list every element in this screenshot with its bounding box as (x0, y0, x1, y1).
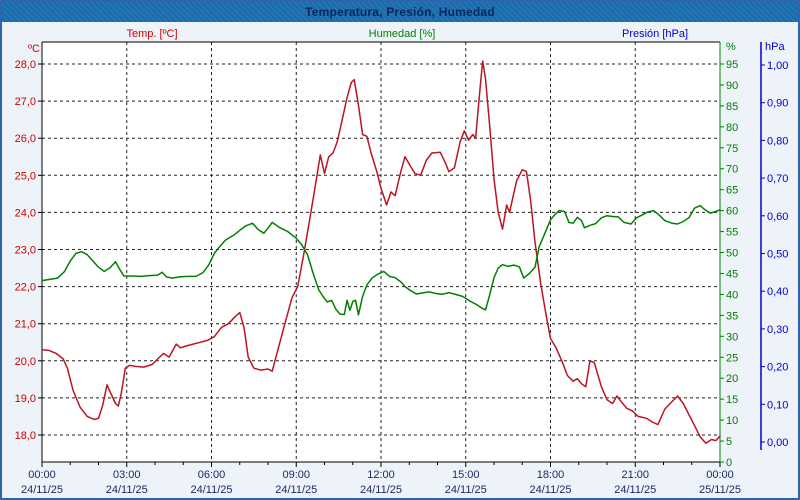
legend-humidity: Humedad [%] (368, 28, 436, 40)
humidity-tick-label: 85 (726, 101, 738, 113)
x-axis-time-label: 21:00 (621, 469, 649, 481)
x-axis-time-label: 00:00 (706, 469, 734, 481)
temp-tick-label: 23,0 (15, 245, 36, 257)
x-axis-time-label: 00:00 (28, 469, 56, 481)
series-temp (41, 60, 721, 444)
x-axis-date-label: 25/11/25 (699, 484, 741, 496)
pressure-tick-label: 1,00 (767, 60, 788, 72)
humidity-tick-label: 65 (726, 185, 738, 197)
humidity-tick-label: 55 (726, 227, 738, 239)
temp-tick-label: 19,0 (15, 393, 36, 405)
humidity-tick-label: 35 (726, 310, 738, 322)
humidity-tick-label: 40 (726, 289, 738, 301)
humidity-tick-label: 60 (726, 206, 738, 218)
chart-title: Temperatura, Presión, Humedad (305, 5, 495, 19)
pressure-tick-label: 0,60 (767, 211, 788, 223)
pressure-tick-label: 0,10 (767, 399, 788, 411)
pressure-tick-label: 0,90 (767, 98, 788, 110)
humidity-axis-header: % (726, 41, 736, 53)
humidity-tick-label: 95 (726, 59, 738, 71)
temp-tick-label: 28,0 (15, 59, 36, 71)
temp-tick-label: 24,0 (15, 207, 36, 219)
humidity-tick-label: 45 (726, 268, 738, 280)
pressure-tick-label: 0,00 (767, 437, 788, 449)
humidity-tick-label: 25 (726, 352, 738, 364)
x-axis-date-label: 24/11/25 (275, 484, 317, 496)
temp-tick-label: 20,0 (15, 356, 36, 368)
legend-temperature: Temp. [ºC] (126, 28, 178, 40)
pressure-axis-header: hPa (765, 41, 785, 53)
temp-tick-label: 21,0 (15, 319, 36, 331)
humidity-tick-label: 80 (726, 122, 738, 134)
x-axis-time-label: 12:00 (367, 469, 395, 481)
pressure-tick-label: 0,50 (767, 249, 788, 261)
humidity-tick-label: 20 (726, 373, 738, 385)
x-axis-date-label: 24/11/25 (360, 484, 402, 496)
humidity-tick-label: 5 (726, 436, 732, 448)
humidity-tick-label: 50 (726, 248, 738, 260)
title-bar: Temperatura, Presión, Humedad (2, 2, 798, 22)
temp-tick-label: 26,0 (15, 133, 36, 145)
temp-tick-label: 22,0 (15, 282, 36, 294)
x-axis-date-label: 24/11/25 (614, 484, 656, 496)
legend-pressure: Presión [hPa] (621, 28, 689, 40)
pressure-tick-label: 0,40 (767, 286, 788, 298)
x-axis-time-label: 09:00 (282, 469, 310, 481)
humidity-tick-label: 0 (726, 457, 732, 469)
x-axis-time-label: 06:00 (198, 469, 226, 481)
temp-tick-label: 27,0 (15, 96, 36, 108)
x-axis-time-label: 15:00 (452, 469, 480, 481)
humidity-tick-label: 90 (726, 80, 738, 92)
x-axis-time-label: 18:00 (537, 469, 565, 481)
x-axis-time-label: 03:00 (113, 469, 141, 481)
x-axis-date-label: 24/11/25 (21, 484, 63, 496)
temp-tick-label: 25,0 (15, 170, 36, 182)
humidity-tick-label: 70 (726, 164, 738, 176)
x-axis-date-label: 24/11/25 (190, 484, 232, 496)
humidity-tick-label: 10 (726, 415, 738, 427)
humidity-tick-label: 30 (726, 331, 738, 343)
pressure-tick-label: 0,30 (767, 324, 788, 336)
x-axis-date-label: 24/11/25 (445, 484, 487, 496)
pressure-tick-label: 0,80 (767, 135, 788, 147)
x-axis-date-label: 24/11/25 (529, 484, 571, 496)
series-humidity (41, 204, 721, 316)
pressure-tick-label: 0,70 (767, 173, 788, 185)
humidity-tick-label: 75 (726, 143, 738, 155)
humidity-tick-label: 15 (726, 394, 738, 406)
pressure-tick-label: 0,20 (767, 362, 788, 374)
temp-axis-header: ºC (28, 43, 40, 55)
x-axis-date-label: 24/11/25 (106, 484, 148, 496)
temp-tick-label: 18,0 (15, 430, 36, 442)
